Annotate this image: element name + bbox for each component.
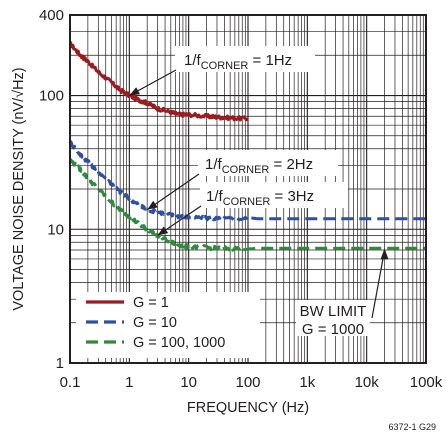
x-tick-label: 100 <box>235 374 260 391</box>
x-tick-label: 10k <box>355 374 380 391</box>
series-line-2 <box>68 140 426 222</box>
annotation-arrow <box>157 226 169 236</box>
x-tick-label: 100k <box>410 374 443 391</box>
annotation-box <box>296 300 370 336</box>
annotation-box <box>175 46 315 72</box>
annotation-arrow <box>147 200 158 210</box>
annotation-box <box>198 150 338 176</box>
x-tick-label: 1 <box>125 374 133 391</box>
x-tick-label: 1k <box>299 374 315 391</box>
legend-label: G = 100, 1000 <box>133 335 225 351</box>
annotation-label: 1/fCORNER = 3Hz <box>206 188 314 208</box>
y-axis-label: VOLTAGE NOISE DENSITY (nV/√Hz) <box>11 67 27 310</box>
y-tick-label: 10 <box>47 221 64 238</box>
legend: G = 1 G = 10 G = 100, 1000 <box>76 292 260 358</box>
series-line-3 <box>68 158 426 252</box>
x-tick-labels: 0.1 1 10 100 1k 10k 100k <box>60 374 443 391</box>
figure-id: 6372-1 G29 <box>388 422 436 432</box>
annotation-label: 1/fCORNER = 1Hz <box>184 52 292 72</box>
x-tick-label: 0.1 <box>60 374 81 391</box>
legend-label: G = 1 <box>133 295 169 311</box>
annotation-leader <box>371 250 386 319</box>
x-tick-label: 10 <box>180 374 197 391</box>
y-tick-label: 100 <box>39 88 64 105</box>
y-tick-label: 400 <box>39 7 64 24</box>
y-tick-label: 1 <box>56 355 64 372</box>
annotation-label: BW LIMIT <box>300 303 367 320</box>
y-tick-labels: 1 10 100 400 <box>39 7 64 372</box>
annotation-box <box>200 182 348 208</box>
plot-frame <box>69 14 427 364</box>
annotations: 1/fCORNER = 1Hz 1/fCORNER = 2Hz 1/fCORNER … <box>129 46 389 338</box>
series-line-1 <box>68 40 249 122</box>
annotation-label: 1/fCORNER = 2Hz <box>205 156 313 176</box>
annotation-label: G = 1000 <box>302 321 364 338</box>
annotation-arrow <box>129 87 141 96</box>
x-axis-label: FREQUENCY (Hz) <box>187 400 309 416</box>
annotation-leader <box>146 173 200 211</box>
legend-label: G = 10 <box>133 315 177 331</box>
annotation-arrow <box>380 248 389 260</box>
series-lines <box>68 40 426 252</box>
